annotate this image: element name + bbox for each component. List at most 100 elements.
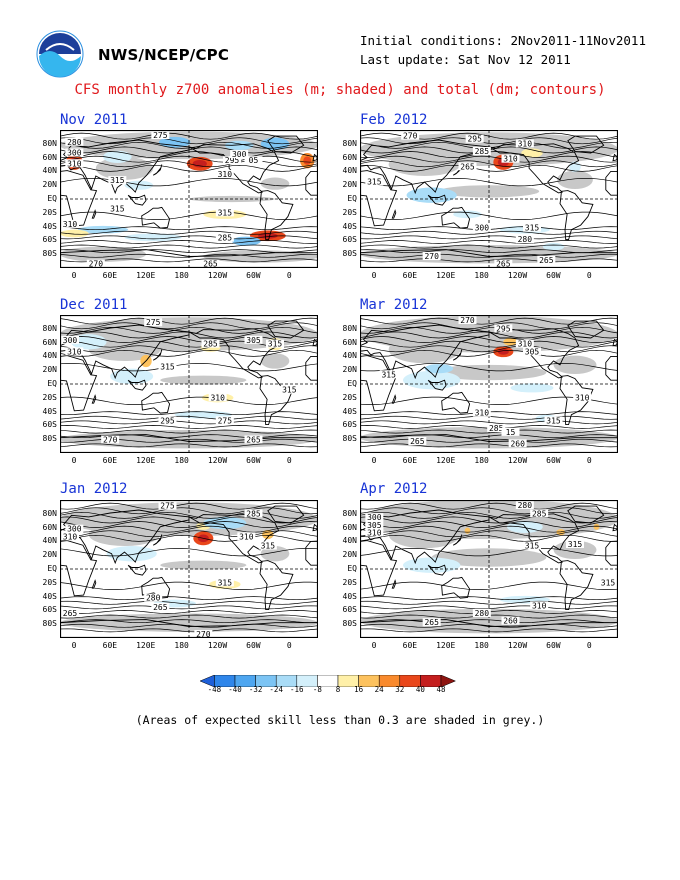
contour-label: 310 xyxy=(63,220,78,229)
coastline xyxy=(60,619,318,638)
anomaly-shading xyxy=(110,368,154,384)
lat-label: 80N xyxy=(42,323,57,333)
contour-label: 315 xyxy=(160,363,175,372)
anomaly-shading xyxy=(521,148,543,158)
anomaly-shading xyxy=(224,588,254,596)
lat-label: 80N xyxy=(342,138,357,148)
anomaly-shading xyxy=(106,546,157,562)
figure-title: CFS monthly z700 anomalies (m; shaded) a… xyxy=(74,82,606,98)
coastline xyxy=(60,540,98,597)
anomaly-shading xyxy=(260,402,290,412)
lon-label: 180 xyxy=(174,271,189,280)
contour-label: 05 xyxy=(249,156,259,165)
anomaly-shading xyxy=(556,529,565,536)
lat-label: 80N xyxy=(342,323,357,333)
panel-frame xyxy=(360,315,618,453)
contour-label: 275 xyxy=(146,318,161,327)
contour-label: 315 xyxy=(110,205,125,214)
lat-label: 60S xyxy=(42,235,57,245)
low-skill-region xyxy=(260,546,290,562)
contour-label: 270 xyxy=(424,252,439,261)
contour-label: 265 xyxy=(496,260,511,268)
lat-label: 20S xyxy=(42,392,57,402)
lon-label: 180 xyxy=(474,271,489,280)
map-panel: 275 285 310 315 310 300 265 280 315 265 270 xyxy=(60,500,318,638)
height-contour xyxy=(360,525,618,533)
lat-label: 60N xyxy=(42,337,57,347)
coastline xyxy=(60,139,190,195)
lat-label: 40N xyxy=(42,166,57,176)
lon-label: 120E xyxy=(136,271,156,280)
height-contour xyxy=(60,502,318,510)
lon-label: 180 xyxy=(474,456,489,465)
low-skill-region xyxy=(388,153,461,176)
coastline xyxy=(60,355,98,412)
noaa-logo-icon: noaa-logo-icon xyxy=(36,30,84,78)
contour-label: 305 xyxy=(246,336,261,345)
lon-label: 0 xyxy=(371,641,377,650)
lat-label: 60S xyxy=(42,420,57,430)
contour-label: 310 xyxy=(532,601,547,610)
lon-label: 120E xyxy=(136,456,156,465)
contour-label: 310 xyxy=(239,532,254,541)
low-skill-region xyxy=(95,156,154,180)
low-skill-region xyxy=(160,375,247,385)
contour-label: 315 xyxy=(282,386,297,395)
lon-label: 60E xyxy=(102,456,118,465)
coastline xyxy=(488,513,580,564)
coastline xyxy=(267,320,305,339)
contour-label: 270 xyxy=(103,436,118,445)
coastline xyxy=(559,190,594,241)
contour-label: 315 xyxy=(546,416,561,425)
contour-label: 265 xyxy=(460,162,475,171)
height-contour xyxy=(360,160,618,168)
lat-label: 80S xyxy=(42,249,57,259)
lon-label: 0 xyxy=(586,641,592,650)
lat-label: EQ xyxy=(347,379,357,388)
coastline xyxy=(391,394,397,404)
height-contour xyxy=(360,600,618,605)
coastline xyxy=(567,135,605,154)
height-contour xyxy=(60,548,318,557)
contour-label: 310 xyxy=(475,409,490,418)
lat-label: 40S xyxy=(42,406,57,416)
coastline xyxy=(427,194,447,206)
contour-label: 270 xyxy=(403,132,418,141)
lon-label: 120W xyxy=(207,271,228,280)
coastline xyxy=(91,579,97,589)
coastline xyxy=(360,509,490,565)
height-contour xyxy=(360,605,618,610)
contour-label: 310 xyxy=(518,139,533,148)
coastline xyxy=(427,379,447,391)
lat-label: 40N xyxy=(42,351,57,361)
lon-label: 180 xyxy=(174,641,189,650)
anomaly-shading xyxy=(124,180,154,190)
lon-label: 120E xyxy=(436,641,456,650)
colorbar-tick-label: -40 xyxy=(228,685,242,694)
contour-label: 265 xyxy=(539,256,554,265)
map-panel: 270 295 310 305 315 310 315 285 15 265 260 310 xyxy=(360,315,618,453)
anomaly-shading xyxy=(124,233,182,242)
height-contour xyxy=(60,160,318,168)
panel-title: Feb 2012 xyxy=(360,112,428,128)
contour-label: 280 xyxy=(67,138,82,147)
low-skill-region xyxy=(160,560,247,570)
colorbar-tick-label: 32 xyxy=(395,685,405,694)
footer-note: (Areas of expected skill less than 0.3 a… xyxy=(135,713,545,727)
lon-label: 0 xyxy=(71,271,77,280)
contour-label: 310 xyxy=(218,170,233,179)
colorbar-tick-label: -32 xyxy=(248,685,263,694)
contour-label: 310 xyxy=(67,347,82,356)
coastline xyxy=(188,328,280,379)
height-contour xyxy=(360,502,618,510)
panel-title: Nov 2011 xyxy=(60,112,128,128)
height-contour xyxy=(60,226,318,231)
lon-label: 180 xyxy=(174,456,189,465)
colorbar-tick-label: 24 xyxy=(374,685,384,694)
lon-label: 60W xyxy=(246,271,261,280)
coastline xyxy=(152,164,163,176)
coastline xyxy=(567,320,605,339)
coastline xyxy=(360,540,398,597)
lat-label: 40S xyxy=(342,221,357,231)
map-panel: 275 300 310 315 285 305 315 310 315 295 275 265 270 xyxy=(60,315,318,453)
